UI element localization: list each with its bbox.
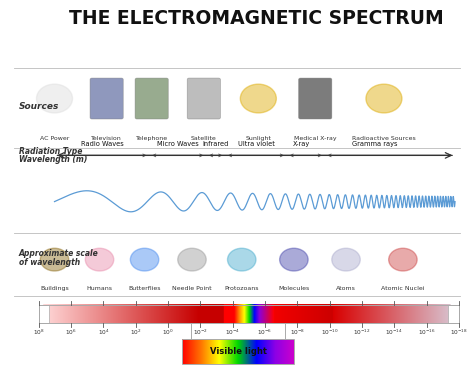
Circle shape: [178, 248, 206, 271]
Text: THE ELECTROMAGNETIC SPECTRUM: THE ELECTROMAGNETIC SPECTRUM: [69, 9, 443, 28]
Circle shape: [36, 84, 73, 113]
Text: $10^{-10}$: $10^{-10}$: [320, 328, 338, 337]
Text: Sources: Sources: [19, 102, 59, 111]
Text: Butterflies: Butterflies: [128, 286, 161, 291]
Text: Medical X-ray: Medical X-ray: [294, 136, 337, 141]
Circle shape: [366, 84, 402, 113]
Circle shape: [85, 248, 114, 271]
Text: Telephone: Telephone: [136, 136, 168, 141]
Text: of wavelength: of wavelength: [19, 258, 80, 267]
Text: $10^{-4}$: $10^{-4}$: [225, 328, 240, 337]
FancyBboxPatch shape: [299, 78, 332, 119]
Text: $10^{8}$: $10^{8}$: [33, 328, 45, 337]
Text: Buildings: Buildings: [40, 286, 69, 291]
Text: Humans: Humans: [87, 286, 112, 291]
Text: Visible light: Visible light: [210, 347, 267, 356]
FancyBboxPatch shape: [135, 78, 168, 119]
Circle shape: [389, 248, 417, 271]
Text: $10^{-2}$: $10^{-2}$: [193, 328, 208, 337]
Text: $10^{-6}$: $10^{-6}$: [257, 328, 273, 337]
Text: $10^{0}$: $10^{0}$: [162, 328, 174, 337]
Text: Infrared: Infrared: [202, 141, 229, 147]
Text: Wavelength (m): Wavelength (m): [19, 155, 87, 164]
Text: Radiation Type: Radiation Type: [19, 147, 82, 156]
Circle shape: [280, 248, 308, 271]
Circle shape: [130, 248, 159, 271]
Text: $10^{-14}$: $10^{-14}$: [385, 328, 403, 337]
Text: $10^{4}$: $10^{4}$: [98, 328, 109, 337]
Text: Gramma rays: Gramma rays: [352, 141, 397, 147]
Bar: [39, 305, 459, 323]
Text: $10^{-8}$: $10^{-8}$: [290, 328, 305, 337]
Circle shape: [228, 248, 256, 271]
Text: $10^{6}$: $10^{6}$: [65, 328, 77, 337]
Circle shape: [332, 248, 360, 271]
Text: Atomic Nuclei: Atomic Nuclei: [381, 286, 425, 291]
Text: Radioactive Sources: Radioactive Sources: [352, 136, 416, 141]
Text: $10^{-18}$: $10^{-18}$: [450, 328, 468, 337]
Text: Approximate scale: Approximate scale: [19, 249, 99, 258]
FancyBboxPatch shape: [187, 78, 220, 119]
Bar: [448, 305, 459, 323]
FancyBboxPatch shape: [90, 78, 123, 119]
Text: $10^{-16}$: $10^{-16}$: [418, 328, 436, 337]
Bar: [39, 305, 49, 323]
Text: Micro Waves: Micro Waves: [157, 141, 199, 147]
Text: Radio Waves: Radio Waves: [81, 141, 123, 147]
Text: X-ray: X-ray: [292, 141, 310, 147]
Text: Needle Point: Needle Point: [172, 286, 212, 291]
Text: Ultra violet: Ultra violet: [237, 141, 274, 147]
Text: $10^{2}$: $10^{2}$: [130, 328, 142, 337]
Text: Satellite: Satellite: [191, 136, 217, 141]
Text: AC Power: AC Power: [40, 136, 69, 141]
Bar: [182, 339, 294, 364]
Text: Protozoans: Protozoans: [225, 286, 259, 291]
Text: Television: Television: [91, 136, 122, 141]
Text: Atoms: Atoms: [336, 286, 356, 291]
Text: Sunlight: Sunlight: [246, 136, 271, 141]
Circle shape: [40, 248, 69, 271]
Circle shape: [240, 84, 276, 113]
Text: $10^{-12}$: $10^{-12}$: [353, 328, 371, 337]
Text: Molecules: Molecules: [278, 286, 310, 291]
